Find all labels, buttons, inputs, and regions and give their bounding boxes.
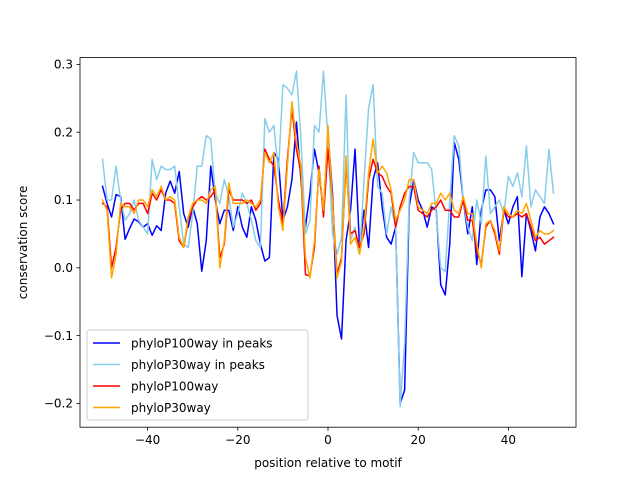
legend: phyloP100way in peaks phyloP30way in peak… [86,329,309,421]
series-layer [101,70,555,408]
y-tick-label: 0.0 [54,261,73,275]
y-tick-label: −0.2 [44,397,73,411]
x-tick-label: −40 [135,433,160,447]
x-tick-label: 0 [324,433,332,447]
x-tick-label: −20 [225,433,250,447]
y-tick-label: 0.2 [54,125,73,139]
x-axis-label: position relative to motif [254,456,402,470]
x-tick-label: 40 [501,433,516,447]
y-tick-label: −0.1 [44,329,73,343]
y-tick-label: 0.3 [54,58,73,72]
x-axis-ticks: −40 −20 0 20 40 [135,427,516,447]
legend-label: phyloP100way in peaks [131,336,273,350]
legend-label: phyloP30way in peaks [131,358,265,372]
y-tick-label: 0.1 [54,193,73,207]
y-axis-label: conservation score [16,186,30,300]
legend-label: phyloP100way [131,379,218,393]
legend-label: phyloP30way [131,401,211,415]
series-line-3 [101,100,555,279]
legend-box [86,329,309,421]
x-tick-label: 20 [411,433,426,447]
y-axis-ticks: −0.2 −0.1 0.0 0.1 0.2 0.3 [44,58,80,411]
